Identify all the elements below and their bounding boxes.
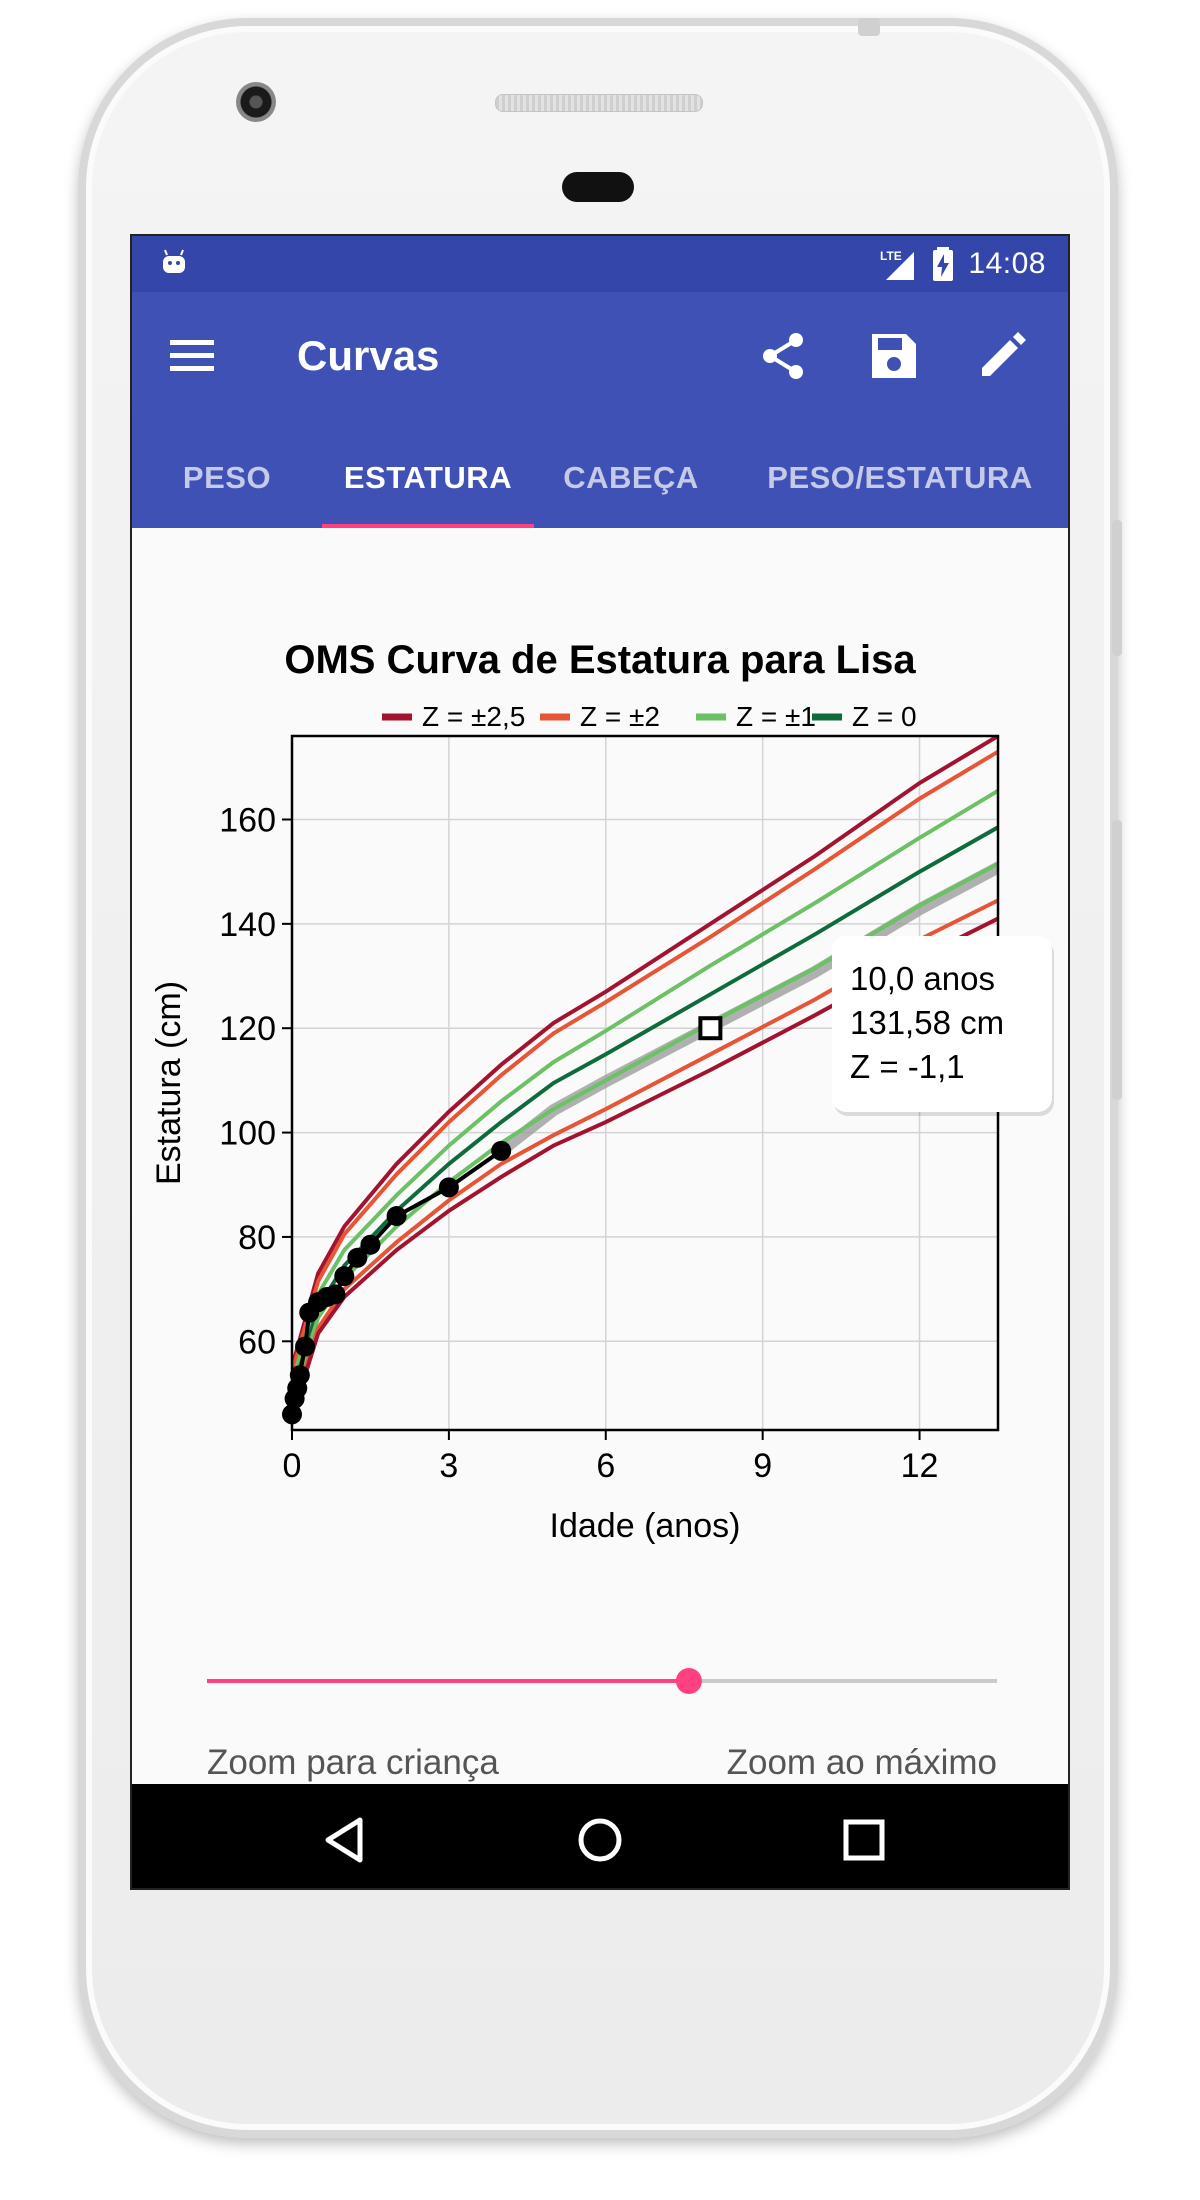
patient-point: [334, 1266, 355, 1287]
patient-point: [386, 1206, 407, 1227]
earpiece-speaker: [495, 94, 703, 112]
patient-point: [438, 1177, 459, 1198]
tab-bar: PESO ESTATURA CABEÇA PESO/ESTATURA: [132, 428, 1068, 528]
tab-peso[interactable]: PESO: [182, 460, 272, 495]
status-bar: LTE 14:08: [132, 236, 1068, 292]
tooltip-line: Z = -1,1: [850, 1048, 965, 1085]
tab-estatura[interactable]: ESTATURA: [343, 460, 513, 495]
zoom-slider-thumb[interactable]: [675, 1668, 702, 1694]
back-icon[interactable]: [318, 1812, 374, 1868]
y-tick-label: 120: [219, 1010, 276, 1048]
patient-point: [491, 1140, 512, 1161]
z-curve: [292, 736, 998, 1368]
tab-indicator: [322, 524, 534, 529]
zoom-child-label[interactable]: Zoom para criança: [207, 1743, 499, 1782]
svg-text:LTE: LTE: [880, 249, 902, 263]
tooltip-line: 131,58 cm: [850, 1004, 1004, 1041]
legend-label: Z = 0: [852, 701, 917, 732]
selected-point-marker: [698, 1016, 723, 1041]
home-icon[interactable]: [572, 1812, 628, 1868]
toolbar-title: Curvas: [297, 332, 440, 379]
legend-label: Z = ±2: [580, 701, 660, 732]
patient-point: [347, 1247, 368, 1268]
y-tick-label: 140: [219, 906, 276, 944]
y-tick-label: 60: [238, 1323, 276, 1361]
top-button: [858, 18, 880, 36]
y-tick-label: 160: [219, 801, 276, 839]
patient-point: [325, 1284, 346, 1305]
volume-button: [1112, 820, 1122, 1100]
y-tick-label: 100: [219, 1115, 276, 1153]
patient-point: [295, 1336, 316, 1357]
tab-cabeca[interactable]: CABEÇA: [563, 460, 699, 495]
legend-label: Z = ±1: [736, 701, 816, 732]
chart-content: OMS Curva de Estatura para Lisa Z = ±2,5 Z…: [132, 528, 1068, 1784]
signal-icon: LTE: [880, 249, 915, 280]
clock: 14:08: [968, 247, 1046, 280]
proximity-sensor: [562, 172, 634, 202]
chart-title: OMS Curva de Estatura para Lisa: [284, 638, 916, 682]
patient-point: [360, 1234, 381, 1255]
recents-icon[interactable]: [836, 1812, 892, 1868]
z-curve: [292, 749, 998, 1374]
patient-point: [289, 1365, 310, 1386]
x-tick-label: 6: [596, 1447, 615, 1485]
navigation-bar: [132, 1784, 1068, 1888]
front-camera: [236, 82, 276, 122]
y-tick-label: 80: [238, 1219, 276, 1257]
legend-label: Z = ±2,5: [422, 701, 525, 732]
tooltip-box: [832, 936, 1052, 1112]
zoom-max-label[interactable]: Zoom ao máximo: [726, 1743, 997, 1782]
power-button: [1112, 520, 1122, 656]
battery-charging-icon: [933, 247, 954, 281]
x-axis-label: Idade (anos): [550, 1507, 741, 1545]
x-tick-label: 9: [753, 1447, 772, 1485]
share-icon[interactable]: [756, 328, 812, 384]
x-tick-label: 3: [439, 1447, 458, 1485]
android-notification-icon: [163, 249, 185, 273]
z-curve: [292, 789, 998, 1384]
height-chart[interactable]: OMS Curva de Estatura para Lisa Z = ±2,5 Z…: [132, 528, 1068, 1784]
save-icon[interactable]: [866, 328, 922, 384]
tooltip-line: 10,0 anos: [850, 960, 995, 997]
screen: LTE 14:08 Curvas: [130, 234, 1070, 1890]
tab-peso-estatura[interactable]: PESO/ESTATURA: [767, 460, 1033, 495]
menu-icon[interactable]: [168, 336, 216, 376]
y-axis-label: Estatura (cm): [150, 981, 188, 1185]
x-tick-label: 12: [901, 1447, 939, 1485]
x-tick-label: 0: [283, 1447, 302, 1485]
edit-icon[interactable]: [974, 328, 1030, 384]
app-toolbar: Curvas: [132, 292, 1068, 428]
